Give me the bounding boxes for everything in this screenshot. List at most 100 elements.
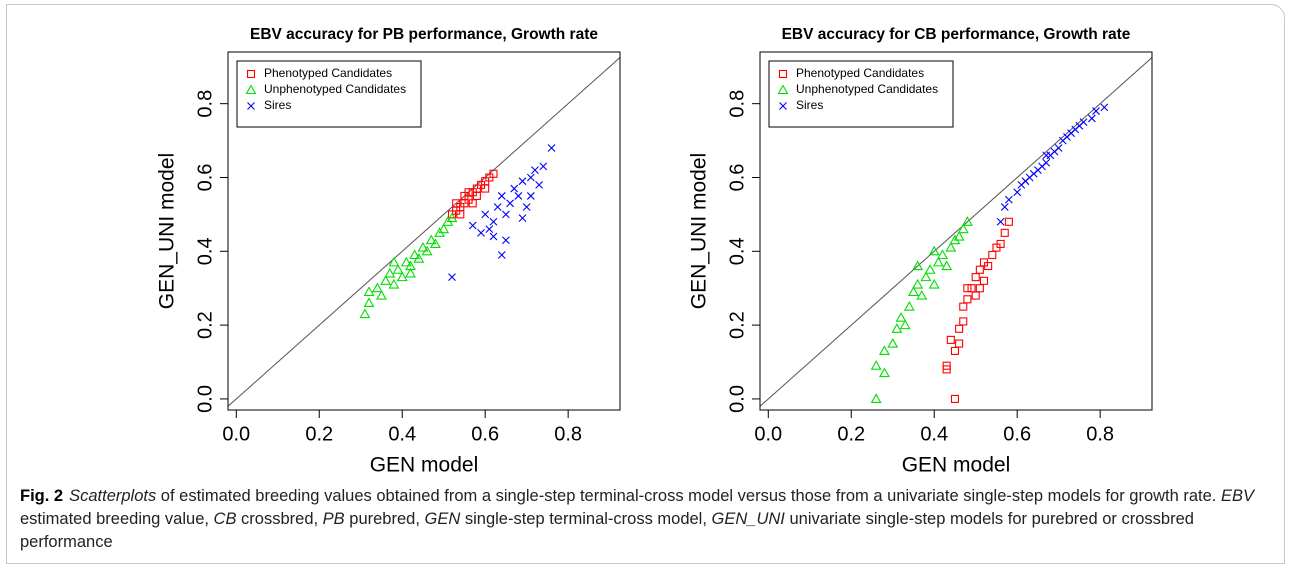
point xyxy=(967,284,976,293)
point xyxy=(928,278,940,289)
series xyxy=(870,216,973,403)
x-axis-label: GEN model xyxy=(370,454,479,477)
x-tick-label: 0.4 xyxy=(920,423,948,445)
point xyxy=(1079,118,1088,127)
point xyxy=(363,286,375,296)
point xyxy=(502,210,510,219)
point xyxy=(1054,144,1063,152)
series xyxy=(447,169,498,219)
point xyxy=(975,265,984,274)
point xyxy=(984,262,993,271)
point xyxy=(988,250,997,260)
point xyxy=(392,264,404,274)
x-tick-label: 0.2 xyxy=(837,423,865,445)
point xyxy=(477,228,485,237)
point xyxy=(928,245,940,256)
point xyxy=(413,253,425,263)
point xyxy=(438,223,450,234)
y-axis-label: GEN_UNI model xyxy=(156,153,179,309)
point xyxy=(891,323,903,333)
point xyxy=(535,180,543,189)
series xyxy=(448,144,556,282)
point xyxy=(376,289,387,300)
point xyxy=(879,367,890,378)
caption-text: CB xyxy=(213,510,237,528)
point xyxy=(979,276,989,285)
point xyxy=(920,271,932,282)
point xyxy=(1042,151,1051,160)
point xyxy=(481,184,490,193)
point xyxy=(903,301,915,311)
point xyxy=(359,308,371,319)
point xyxy=(518,177,527,186)
caption-text: crossbred, xyxy=(236,510,323,528)
point xyxy=(879,345,890,355)
point xyxy=(409,249,421,260)
point xyxy=(396,271,408,282)
point xyxy=(1000,228,1009,237)
point xyxy=(421,245,433,256)
point xyxy=(950,394,960,403)
point xyxy=(942,361,951,370)
point xyxy=(518,214,527,222)
legend-marker xyxy=(247,102,255,110)
reference-line xyxy=(227,57,621,407)
y-tick-label: 0.2 xyxy=(194,311,216,339)
caption: Fig. 2 Scatterplots of estimated breeding… xyxy=(20,485,1275,554)
x-tick-label: 0.8 xyxy=(1086,423,1114,445)
x-tick-label: 0.2 xyxy=(305,423,333,445)
point xyxy=(514,192,523,200)
point xyxy=(941,260,953,271)
point xyxy=(468,221,477,230)
point xyxy=(937,249,948,260)
legend-label: Phenotyped Candidates xyxy=(264,66,392,80)
point xyxy=(417,241,429,252)
point xyxy=(908,286,919,296)
point xyxy=(464,188,473,197)
point xyxy=(456,210,465,219)
point xyxy=(1042,158,1051,167)
point xyxy=(975,284,984,293)
point xyxy=(899,319,911,330)
caption-label: Fig. 2 xyxy=(20,487,64,505)
reference-line xyxy=(759,57,1153,407)
point xyxy=(912,278,924,289)
series xyxy=(942,217,1013,403)
point xyxy=(870,393,882,403)
caption-text: Scatterplots xyxy=(69,487,157,505)
caption-text: PB xyxy=(322,510,345,528)
plot-frame xyxy=(227,51,621,411)
caption-text: purebred, xyxy=(344,510,425,528)
x-tick-label: 0.0 xyxy=(222,423,250,445)
y-tick-label: 0.4 xyxy=(194,237,216,265)
x-tick-label: 0.6 xyxy=(471,423,499,445)
legend-marker xyxy=(777,84,789,95)
point xyxy=(945,241,957,252)
caption-text: GEN_UNI xyxy=(711,510,785,528)
point xyxy=(924,264,936,274)
point xyxy=(371,282,383,293)
point xyxy=(506,199,514,208)
point xyxy=(953,230,965,241)
point xyxy=(996,239,1005,248)
point xyxy=(971,273,980,282)
series xyxy=(996,103,1109,226)
point xyxy=(526,173,535,182)
x-tick-label: 0.8 xyxy=(554,423,582,445)
point xyxy=(522,203,531,211)
caption-text: EBV xyxy=(1220,487,1255,505)
y-axis-label: GEN_UNI model xyxy=(688,153,711,309)
figure-frame xyxy=(6,4,1285,564)
point xyxy=(1100,103,1109,112)
legend-label: Unphenotyped Candidates xyxy=(796,82,938,96)
y-tick-label: 0.8 xyxy=(726,90,748,118)
point xyxy=(400,256,412,267)
y-tick-label: 0.0 xyxy=(726,385,748,413)
point xyxy=(380,275,392,285)
x-tick-label: 0.6 xyxy=(1003,423,1031,445)
point xyxy=(526,192,535,200)
y-tick-label: 0.6 xyxy=(194,164,216,192)
point xyxy=(1013,188,1022,197)
point xyxy=(916,289,928,300)
caption-text: estimated breeding value, xyxy=(20,510,214,528)
